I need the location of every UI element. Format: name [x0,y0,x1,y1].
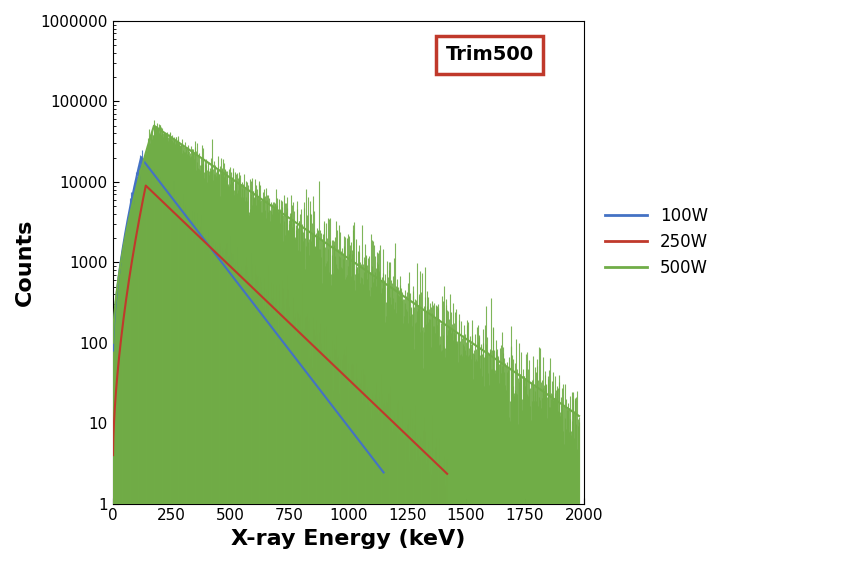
Legend: 100W, 250W, 500W: 100W, 250W, 500W [597,198,716,285]
Y-axis label: Counts: Counts [15,219,35,306]
Text: Trim500: Trim500 [445,45,533,64]
X-axis label: X-ray Energy (keV): X-ray Energy (keV) [231,529,465,549]
